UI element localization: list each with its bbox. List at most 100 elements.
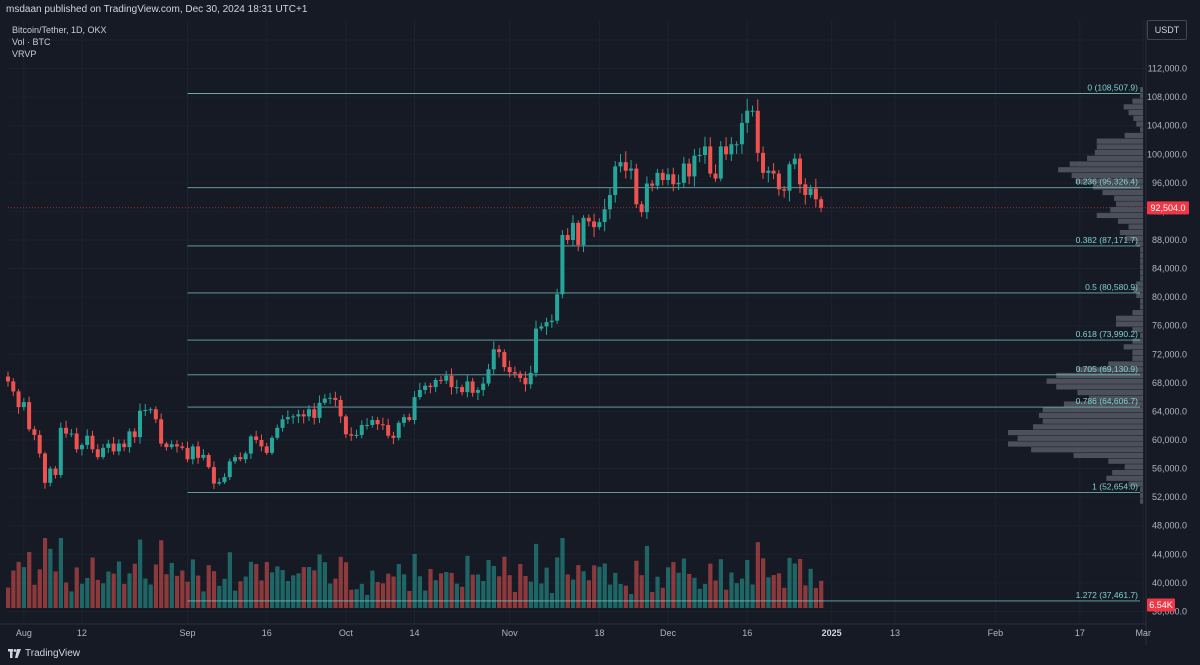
volume-bar bbox=[813, 587, 819, 608]
time-tick-label: 12 bbox=[77, 628, 87, 638]
candle bbox=[761, 152, 766, 173]
volume-bar bbox=[21, 567, 27, 608]
candle bbox=[322, 398, 327, 403]
time-tick-label: Nov bbox=[502, 628, 519, 638]
time-tick-label: 16 bbox=[262, 628, 272, 638]
volume-bar bbox=[666, 567, 671, 608]
candle bbox=[11, 381, 16, 392]
price-tick-label: 100,000.0 bbox=[1147, 149, 1187, 159]
candle bbox=[650, 183, 655, 186]
candle bbox=[491, 349, 496, 370]
candle bbox=[681, 163, 686, 183]
profile-bar bbox=[1069, 161, 1143, 167]
candle bbox=[6, 376, 10, 382]
volume-bar bbox=[417, 576, 423, 608]
candle bbox=[739, 122, 744, 145]
candle bbox=[481, 383, 486, 390]
profile-bar bbox=[1128, 224, 1143, 230]
profile-bar bbox=[1102, 189, 1143, 196]
candle bbox=[206, 454, 211, 468]
time-tick-label: 16 bbox=[742, 628, 752, 638]
volume-bar bbox=[127, 573, 132, 608]
candle bbox=[819, 199, 824, 208]
price-tick-label: 72,000.0 bbox=[1152, 349, 1187, 359]
volume-bar bbox=[296, 573, 301, 608]
candle bbox=[766, 170, 771, 173]
candle bbox=[692, 155, 697, 177]
profile-bar bbox=[1132, 355, 1143, 361]
profile-bar bbox=[1092, 184, 1143, 190]
volume-bar bbox=[106, 571, 111, 608]
candle bbox=[296, 414, 301, 417]
volume-bar bbox=[534, 543, 539, 608]
volume-bar bbox=[681, 558, 687, 608]
volume-bar bbox=[687, 573, 692, 608]
profile-bar bbox=[1042, 407, 1143, 413]
candle bbox=[803, 184, 808, 195]
profile-bar bbox=[1112, 469, 1143, 476]
volume-indicator-label[interactable]: Vol · BTC bbox=[12, 37, 51, 47]
volume-bar bbox=[211, 571, 217, 608]
volume-bar bbox=[90, 557, 95, 608]
profile-bar bbox=[1077, 367, 1143, 373]
volume-bar bbox=[380, 583, 386, 608]
profile-bar bbox=[1140, 304, 1143, 310]
candle bbox=[32, 429, 37, 435]
candle bbox=[164, 443, 169, 448]
candle bbox=[544, 322, 549, 327]
profile-bar bbox=[1132, 98, 1143, 104]
volume-bar bbox=[164, 574, 169, 608]
volume-bar bbox=[597, 566, 602, 608]
candle bbox=[312, 409, 317, 418]
volume-bar bbox=[460, 586, 465, 608]
candle bbox=[454, 387, 459, 389]
profile-bar bbox=[1123, 104, 1143, 110]
candle bbox=[671, 174, 676, 185]
profile-bar bbox=[1125, 235, 1143, 241]
candle bbox=[407, 417, 412, 420]
profile-bar bbox=[1119, 229, 1143, 236]
candle bbox=[280, 419, 285, 428]
volume-bar bbox=[64, 582, 69, 608]
publish-header: msdaan published on TradingView.com, Dec… bbox=[0, 0, 1200, 20]
volume-bar bbox=[602, 563, 607, 608]
symbol-label[interactable]: Bitcoin/Tether, 1D, OKX bbox=[12, 25, 107, 35]
last-price-badge bbox=[1147, 201, 1189, 215]
candle bbox=[787, 164, 792, 191]
candle bbox=[386, 424, 391, 436]
candle bbox=[74, 433, 79, 450]
profile-bar bbox=[1133, 115, 1143, 121]
profile-bar bbox=[1136, 121, 1143, 127]
candle bbox=[375, 419, 380, 425]
volume-bar bbox=[607, 584, 613, 608]
vrvp-indicator-label[interactable]: VRVP bbox=[12, 49, 37, 59]
candle bbox=[275, 427, 280, 438]
volume-bar bbox=[407, 591, 412, 608]
volume-bar bbox=[581, 571, 586, 608]
volume-bar bbox=[317, 554, 322, 608]
time-tick-label: Mar bbox=[1135, 628, 1151, 638]
fib-label: 0.618 (73,990.2) bbox=[1076, 329, 1139, 339]
volume-bar bbox=[782, 587, 787, 608]
volume-bar bbox=[576, 565, 581, 608]
candle bbox=[174, 444, 179, 447]
volume-bar bbox=[755, 542, 760, 608]
volume-bar bbox=[745, 559, 750, 608]
profile-bar bbox=[1140, 332, 1143, 339]
fib-label: 0.236 (95,326.4) bbox=[1076, 177, 1139, 187]
candle bbox=[111, 443, 116, 452]
currency-button[interactable]: USDT bbox=[1147, 20, 1187, 40]
profile-bar bbox=[1106, 475, 1143, 481]
profile-bar bbox=[1056, 372, 1143, 379]
volume-bar bbox=[724, 589, 729, 608]
candle bbox=[655, 172, 660, 186]
volume-bar bbox=[713, 580, 718, 608]
candle bbox=[660, 172, 665, 180]
profile-bar bbox=[1046, 378, 1143, 384]
volume-bar bbox=[650, 591, 655, 608]
profile-bar bbox=[1136, 241, 1143, 247]
volume-bar bbox=[306, 567, 312, 608]
price-tick-label: 84,000.0 bbox=[1152, 264, 1187, 274]
candle bbox=[555, 294, 560, 321]
